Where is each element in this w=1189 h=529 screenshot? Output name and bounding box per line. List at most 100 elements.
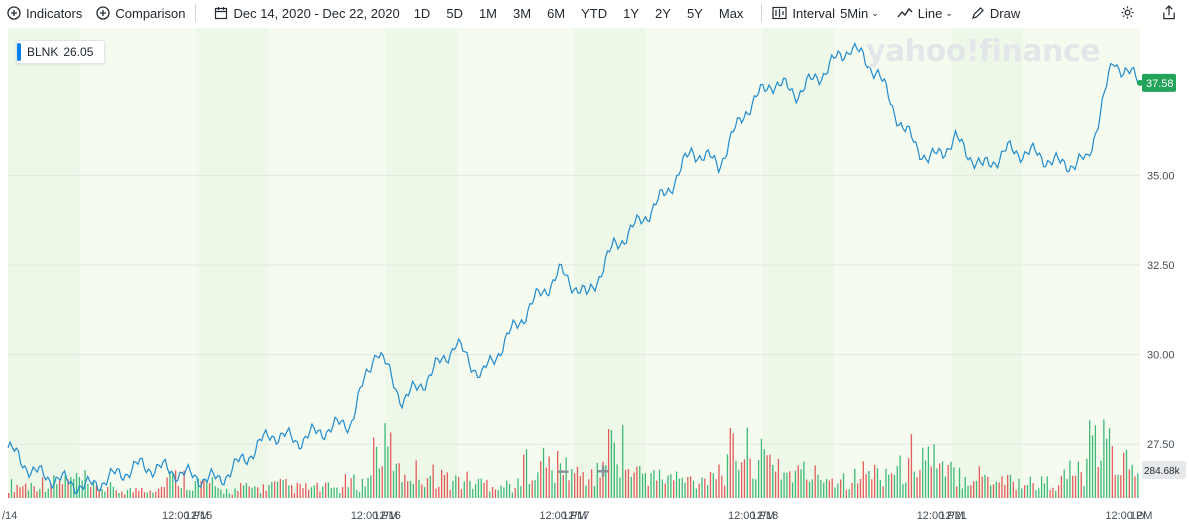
range-button-ytd[interactable]: YTD xyxy=(581,5,608,21)
range-button-2y[interactable]: 2Y xyxy=(655,5,671,21)
range-button-3m[interactable]: 3M xyxy=(513,5,532,21)
volume-bar xyxy=(22,486,24,498)
date-range-picker[interactable]: Dec 14, 2020 - Dec 22, 2020 xyxy=(214,6,400,21)
volume-bar xyxy=(36,491,38,498)
volume-bar xyxy=(245,483,248,498)
volume-bar xyxy=(404,474,406,498)
volume-bar xyxy=(341,486,344,498)
volume-bar xyxy=(687,476,689,498)
volume-bar xyxy=(87,483,89,498)
volume-bar xyxy=(50,484,52,498)
volume-bar xyxy=(559,463,562,498)
volume-bar xyxy=(599,477,601,498)
range-button-5y[interactable]: 5Y xyxy=(686,5,703,21)
volume-bar xyxy=(656,480,658,498)
x-tick-label: 12:00 PM xyxy=(917,510,964,522)
volume-bar xyxy=(262,484,264,498)
volume-bar xyxy=(924,460,927,498)
volume-bar xyxy=(576,466,579,498)
volume-bar xyxy=(251,487,253,498)
volume-bar xyxy=(463,481,465,498)
volume-bar xyxy=(647,485,649,498)
volume-bar xyxy=(602,461,604,498)
volume-bar xyxy=(690,476,692,498)
volume-bar xyxy=(919,469,921,498)
volume-bar xyxy=(293,493,296,498)
volume-bar xyxy=(497,490,499,498)
toolbar-divider xyxy=(195,4,197,22)
volume-bar xyxy=(797,465,799,498)
draw-button[interactable]: Draw xyxy=(971,6,1020,21)
volume-bar xyxy=(848,489,850,498)
volume-bar xyxy=(146,492,148,498)
volume-bar xyxy=(571,469,573,498)
comparison-label: Comparison xyxy=(115,5,186,21)
volume-bar xyxy=(537,472,539,498)
volume-bar xyxy=(361,478,364,498)
comparison-button[interactable]: Comparison xyxy=(96,6,185,21)
volume-bar xyxy=(749,458,751,498)
volume-bar xyxy=(279,479,281,498)
volume-bar xyxy=(1134,476,1136,498)
volume-bar xyxy=(1103,419,1105,498)
volume-bar xyxy=(1018,478,1020,498)
last-price-flag xyxy=(1142,73,1176,92)
volume-bar xyxy=(984,474,986,498)
range-button-5d[interactable]: 5D xyxy=(446,5,463,21)
settings-button[interactable] xyxy=(1120,5,1140,20)
chart-area[interactable]: 27.50 30.00 32.50 35.00/14 12:00 PM 12/15 12:0… xyxy=(0,28,1189,529)
volume-bar xyxy=(322,486,324,498)
indicators-button[interactable]: Indicators xyxy=(7,6,82,21)
volume-bar xyxy=(910,434,913,498)
range-button-6m[interactable]: 6M xyxy=(547,5,566,21)
chevron-down-icon: ⌄ xyxy=(871,7,879,18)
volume-bar xyxy=(1009,474,1012,498)
volume-bar xyxy=(53,475,55,498)
volume-bar xyxy=(432,464,434,498)
volume-bar xyxy=(605,465,607,498)
volume-flag xyxy=(1142,461,1186,479)
volume-bar xyxy=(1074,475,1077,498)
volume-bar xyxy=(808,481,811,498)
yahoo-finance-watermark: yahoo!finance xyxy=(866,34,1100,69)
ticker-chip[interactable]: BLNK 26.05 xyxy=(16,40,106,64)
volume-bar xyxy=(633,472,635,498)
plus-circle-icon xyxy=(7,6,21,20)
volume-bar xyxy=(10,479,13,498)
volume-bar xyxy=(746,427,748,498)
volume-bar xyxy=(344,474,347,498)
volume-bar xyxy=(820,479,822,498)
volume-bar xyxy=(254,486,256,498)
zoom-out-button[interactable]: − xyxy=(556,459,570,484)
volume-bar xyxy=(248,486,250,498)
volume-bar xyxy=(395,463,398,498)
volume-bar xyxy=(534,480,536,498)
volume-bar xyxy=(670,474,672,498)
volume-bar xyxy=(738,469,740,498)
volume-bar xyxy=(950,461,952,498)
volume-bar xyxy=(636,466,638,498)
volume-bar xyxy=(579,476,581,498)
interval-selector[interactable]: Interval 5Min ⌄ xyxy=(772,5,879,21)
share-button[interactable] xyxy=(1162,5,1181,20)
volume-bar xyxy=(806,479,808,498)
range-button-1d[interactable]: 1D xyxy=(413,5,431,21)
chart-type-selector[interactable]: Line ⌄ xyxy=(897,6,953,21)
zoom-in-button[interactable]: + xyxy=(596,459,610,484)
volume-bar xyxy=(582,472,584,498)
range-button-1y[interactable]: 1Y xyxy=(623,5,640,21)
day-band xyxy=(1023,28,1140,498)
interval-label: Interval xyxy=(792,5,836,21)
volume-bar xyxy=(837,483,839,498)
volume-bar xyxy=(644,473,647,498)
volume-bar xyxy=(392,470,395,498)
range-button-max[interactable]: Max xyxy=(718,5,744,21)
volume-bar xyxy=(565,457,567,498)
volume-bar xyxy=(375,446,378,498)
volume-bar xyxy=(138,490,140,498)
volume-bar xyxy=(554,482,556,498)
range-button-1m[interactable]: 1M xyxy=(478,5,498,21)
volume-bar xyxy=(721,475,723,498)
volume-bar xyxy=(661,479,664,498)
